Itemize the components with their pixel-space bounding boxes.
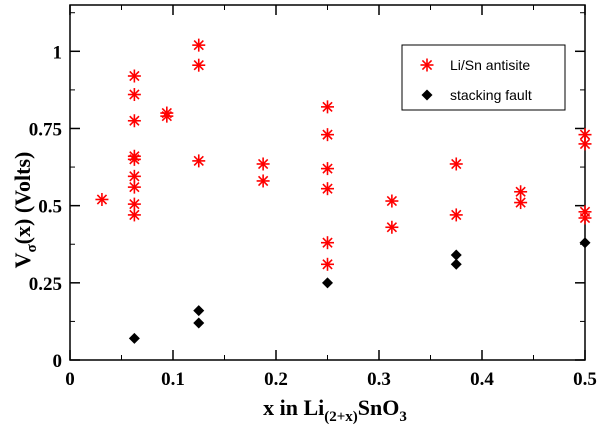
antisite-point [127, 69, 141, 83]
antisite-point [256, 174, 270, 188]
axis-ticks: 0 0.1 0.2 0.3 0.4 0.5 0 0.25 0.5 0.75 1 [29, 5, 597, 390]
y-tick-label: 0.25 [29, 274, 62, 295]
y-axis-title: Vσ(x) (Volts) [10, 152, 40, 269]
data-points [95, 38, 592, 344]
antisite-point [321, 100, 334, 114]
antisite-point [160, 109, 174, 123]
x-tick-label: 0.5 [573, 369, 597, 390]
antisite-point [127, 180, 141, 194]
legend-label-li-sn-antisite: Li/Sn antisite [450, 57, 530, 73]
x-tick-label: 0.1 [161, 369, 185, 390]
antisite-point [127, 169, 141, 183]
stacking-fault-point [450, 258, 462, 270]
antisite-point [127, 114, 141, 128]
antisite-point [321, 162, 334, 176]
legend-box [401, 44, 566, 111]
stacking-fault-point [128, 332, 140, 344]
x-tick-label: 0.2 [264, 369, 288, 390]
y-tick-label: 0.75 [29, 119, 62, 140]
antisite-point [321, 182, 334, 196]
antisite-point [95, 192, 109, 206]
antisite-point [192, 58, 206, 72]
stacking-fault-point [322, 277, 333, 289]
antisite-point [578, 137, 592, 151]
antisite-point [127, 88, 141, 102]
antisite-point [321, 236, 334, 250]
legend-marker-li-sn-antisite [420, 58, 434, 72]
x-tick-label: 0.3 [367, 369, 391, 390]
x-axis-title: x in Li(2+x)SnO3 [263, 395, 407, 425]
antisite-point [127, 152, 141, 166]
stacking-fault-point [450, 249, 462, 261]
antisite-point [514, 196, 528, 210]
antisite-point [385, 194, 399, 208]
x-tick-label: 0 [65, 369, 75, 390]
antisite-point [449, 157, 463, 171]
antisite-point [385, 220, 399, 234]
asterisk-icon [420, 58, 434, 72]
antisite-point [578, 211, 592, 225]
antisite-point [192, 38, 206, 52]
stacking-fault-point [193, 317, 205, 329]
y-tick-label: 0 [53, 351, 63, 372]
diamond-icon [421, 89, 433, 101]
stacking-fault-point [193, 305, 205, 317]
antisite-point [192, 154, 206, 168]
legend-label-stacking-fault: stacking fault [450, 87, 532, 103]
y-tick-label: 0.5 [38, 197, 62, 218]
antisite-point [321, 257, 334, 271]
x-tick-label: 0.4 [470, 369, 494, 390]
stacking-fault-point [579, 237, 591, 249]
antisite-point [127, 197, 141, 211]
legend: Li/Sn antisite stacking fault [401, 44, 566, 111]
antisite-point [127, 208, 141, 222]
antisite-point [321, 128, 334, 142]
antisite-point [449, 208, 463, 222]
y-tick-label: 1 [53, 42, 63, 63]
legend-marker-stacking-fault [421, 89, 433, 101]
antisite-point [256, 157, 270, 171]
